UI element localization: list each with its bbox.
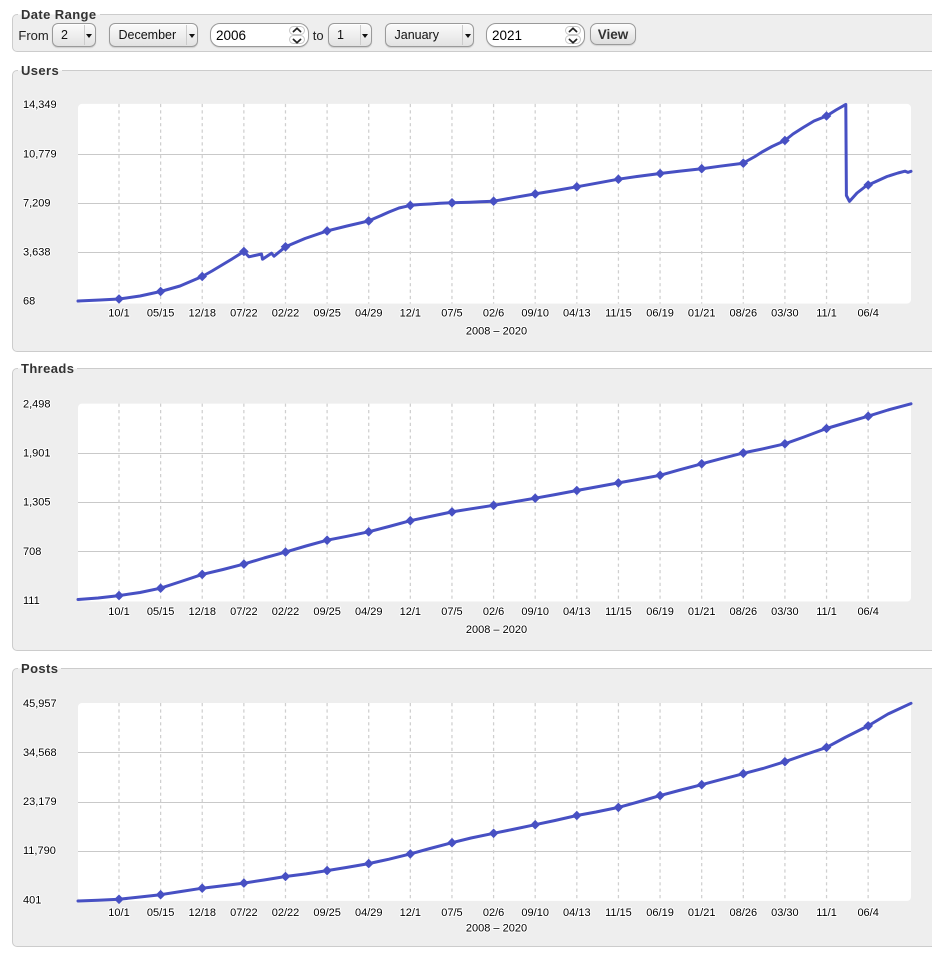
svg-text:07/5: 07/5 (441, 606, 462, 618)
svg-text:07/22: 07/22 (230, 307, 258, 319)
svg-text:09/10: 09/10 (521, 606, 549, 618)
svg-text:34,568: 34,568 (23, 747, 57, 759)
svg-text:11/1: 11/1 (816, 606, 837, 618)
svg-text:04/29: 04/29 (355, 606, 383, 618)
svg-text:07/22: 07/22 (230, 907, 258, 919)
svg-text:1,305: 1,305 (23, 497, 51, 509)
svg-text:03/30: 03/30 (771, 907, 799, 919)
svg-text:3,638: 3,638 (23, 247, 51, 259)
svg-text:2008 – 2020: 2008 – 2020 (466, 624, 527, 636)
svg-text:04/13: 04/13 (563, 307, 591, 319)
svg-text:04/13: 04/13 (563, 907, 591, 919)
svg-text:401: 401 (23, 894, 41, 906)
svg-text:45,957: 45,957 (23, 698, 57, 710)
svg-text:10/1: 10/1 (108, 307, 129, 319)
svg-text:7,209: 7,209 (23, 197, 51, 209)
svg-text:08/26: 08/26 (730, 307, 758, 319)
svg-text:11/1: 11/1 (816, 307, 837, 319)
svg-text:23,179: 23,179 (23, 796, 57, 808)
svg-text:10/1: 10/1 (108, 907, 129, 919)
svg-text:12/18: 12/18 (188, 307, 216, 319)
svg-text:06/4: 06/4 (857, 307, 878, 319)
svg-text:05/15: 05/15 (147, 907, 175, 919)
svg-text:1,901: 1,901 (23, 447, 51, 459)
svg-text:10,779: 10,779 (23, 148, 57, 160)
svg-text:2008 – 2020: 2008 – 2020 (466, 923, 527, 935)
svg-text:06/19: 06/19 (646, 307, 674, 319)
svg-text:02/6: 02/6 (483, 907, 504, 919)
svg-text:11/1: 11/1 (816, 907, 837, 919)
svg-text:02/22: 02/22 (272, 907, 300, 919)
svg-text:12/1: 12/1 (400, 907, 421, 919)
svg-text:04/29: 04/29 (355, 907, 383, 919)
svg-text:09/10: 09/10 (521, 907, 549, 919)
svg-text:01/21: 01/21 (688, 307, 716, 319)
svg-text:07/5: 07/5 (441, 307, 462, 319)
svg-text:111: 111 (23, 595, 40, 607)
svg-text:68: 68 (23, 296, 35, 308)
svg-text:14,349: 14,349 (23, 99, 57, 111)
svg-text:06/4: 06/4 (857, 606, 878, 618)
svg-text:02/22: 02/22 (272, 307, 300, 319)
svg-text:09/25: 09/25 (313, 907, 341, 919)
svg-text:04/13: 04/13 (563, 606, 591, 618)
svg-text:11,790: 11,790 (23, 845, 56, 857)
svg-text:03/30: 03/30 (771, 606, 799, 618)
svg-text:09/25: 09/25 (313, 307, 341, 319)
svg-text:02/6: 02/6 (483, 307, 504, 319)
svg-text:09/10: 09/10 (521, 307, 549, 319)
svg-text:03/30: 03/30 (771, 307, 799, 319)
svg-text:05/15: 05/15 (147, 307, 175, 319)
svg-text:02/22: 02/22 (272, 606, 300, 618)
svg-text:08/26: 08/26 (730, 606, 758, 618)
svg-text:2,498: 2,498 (23, 398, 51, 410)
svg-text:09/25: 09/25 (313, 606, 341, 618)
svg-text:06/4: 06/4 (857, 907, 878, 919)
svg-text:12/1: 12/1 (400, 307, 421, 319)
svg-text:07/22: 07/22 (230, 606, 258, 618)
svg-text:08/26: 08/26 (730, 907, 758, 919)
svg-text:708: 708 (23, 546, 41, 558)
svg-text:11/15: 11/15 (605, 606, 632, 618)
svg-text:12/1: 12/1 (400, 606, 421, 618)
svg-text:07/5: 07/5 (441, 907, 462, 919)
svg-text:2008 – 2020: 2008 – 2020 (466, 326, 527, 338)
svg-text:04/29: 04/29 (355, 307, 383, 319)
svg-text:01/21: 01/21 (688, 606, 716, 618)
svg-text:01/21: 01/21 (688, 907, 716, 919)
svg-text:11/15: 11/15 (605, 307, 632, 319)
svg-text:11/15: 11/15 (605, 907, 632, 919)
svg-text:05/15: 05/15 (147, 606, 175, 618)
svg-text:12/18: 12/18 (188, 606, 216, 618)
svg-text:10/1: 10/1 (108, 606, 129, 618)
svg-text:06/19: 06/19 (646, 907, 674, 919)
svg-text:12/18: 12/18 (188, 907, 216, 919)
svg-text:02/6: 02/6 (483, 606, 504, 618)
svg-text:06/19: 06/19 (646, 606, 674, 618)
